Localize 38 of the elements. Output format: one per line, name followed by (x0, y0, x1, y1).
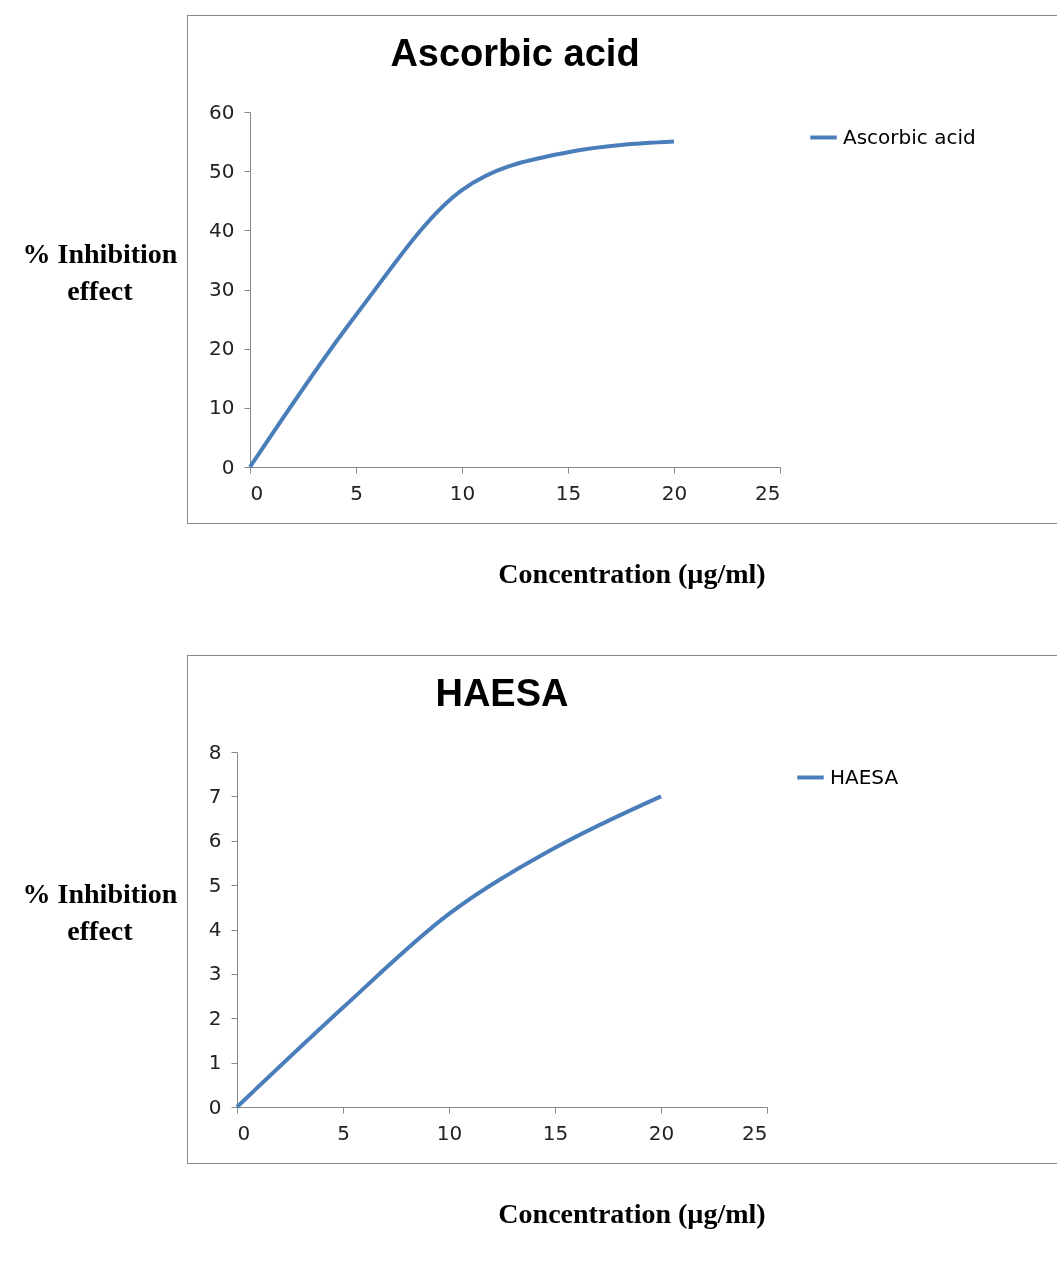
y-tick-label: 20 (209, 336, 235, 361)
x-axis-title: Concentration (µg/ml) (497, 558, 767, 590)
x-tick-label: 5 (350, 480, 363, 505)
y-tick-label: 7 (208, 783, 222, 808)
y-tick-label: 5 (208, 872, 222, 897)
chart-title: HAESA (435, 672, 569, 714)
line-series (248, 139, 676, 469)
x-tick-label: 10 (449, 480, 476, 505)
y-tick-label: 40 (209, 217, 235, 242)
line-series (235, 794, 663, 1109)
y-tick-label: 0 (221, 454, 235, 479)
y-tick-label: 4 (208, 917, 222, 941)
y-tick-label: 0 (208, 1094, 222, 1119)
x-tick-label: 15 (555, 480, 582, 505)
y-axis-title: % Inhibition effect (21, 877, 179, 948)
x-tick-label: 5 (337, 1120, 350, 1145)
y-tick-label: 1 (208, 1050, 222, 1075)
x-axis-title: Concentration (µg/ml) (497, 1198, 767, 1230)
x-tick-label: 20 (648, 1120, 675, 1145)
y-tick-label: 3 (208, 961, 222, 986)
x-tick-label: 10 (436, 1120, 463, 1145)
y-tick-label: 2 (208, 1005, 222, 1030)
y-tick-label: 6 (208, 828, 222, 853)
y-tick-label: 60 (209, 99, 235, 124)
y-tick-label: 30 (209, 277, 235, 301)
x-tick-label: 0 (250, 480, 264, 505)
y-tick-label: 50 (209, 158, 235, 183)
x-tick-label: 0 (237, 1120, 251, 1145)
x-tick-label: 25 (742, 1120, 768, 1145)
chart-title: Ascorbic acid (390, 32, 640, 74)
x-tick-label: 25 (755, 480, 781, 505)
legend-label: Ascorbic acid (843, 124, 976, 149)
y-tick-label: 10 (209, 395, 235, 420)
y-tick-label: 8 (208, 739, 222, 764)
y-axis-title: % Inhibition effect (21, 237, 179, 308)
x-tick-label: 15 (542, 1120, 569, 1145)
legend-label: HAESA (830, 764, 899, 789)
x-tick-label: 20 (661, 480, 688, 505)
